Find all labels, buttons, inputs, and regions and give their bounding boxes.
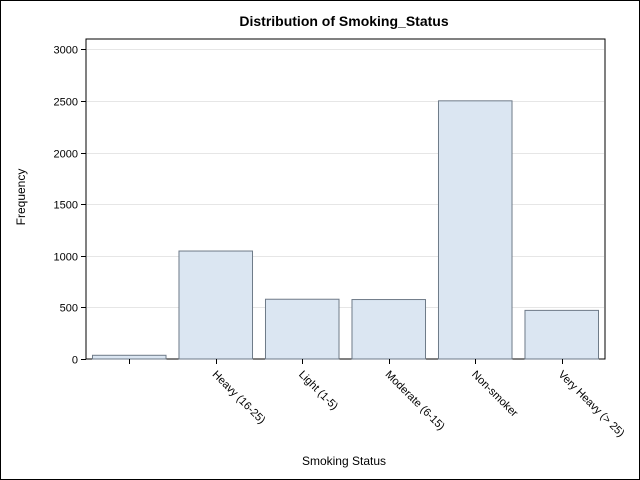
y-tick-label: 500 — [60, 303, 78, 315]
x-tick-label: Light (1-5) — [296, 369, 340, 413]
y-tick-label: 2500 — [54, 97, 78, 109]
bar — [524, 309, 600, 360]
y-axis: 0 500 1000 1500 2000 2500 3000 — [54, 45, 86, 367]
y-axis-label: Frequency — [14, 169, 28, 226]
plot-area — [85, 38, 606, 360]
y-tick-label: 3000 — [54, 45, 78, 57]
bar — [91, 354, 167, 360]
y-tick-label: 1500 — [54, 200, 78, 212]
y-tick-label: 0 — [72, 355, 78, 367]
x-tick-label: Non-smoker — [469, 369, 520, 420]
x-axis: Heavy (16-25) Light (1-5) Moderate (6-15) N… — [129, 359, 627, 440]
x-tick-label: Moderate (6-15) — [383, 369, 447, 433]
x-tick-label: Very Heavy (> 25) — [556, 369, 627, 440]
bar — [437, 100, 513, 360]
bar — [264, 298, 340, 360]
bar — [351, 299, 427, 360]
bars — [91, 100, 600, 360]
chart-title: Distribution of Smoking_Status — [239, 13, 448, 29]
y-tick-label: 1000 — [54, 252, 78, 264]
gridlines — [85, 38, 606, 360]
y-tick-label: 2000 — [54, 149, 78, 161]
bar — [178, 250, 254, 360]
x-tick-label: Heavy (16-25) — [210, 369, 268, 427]
x-axis-label: Smoking Status — [302, 454, 386, 468]
